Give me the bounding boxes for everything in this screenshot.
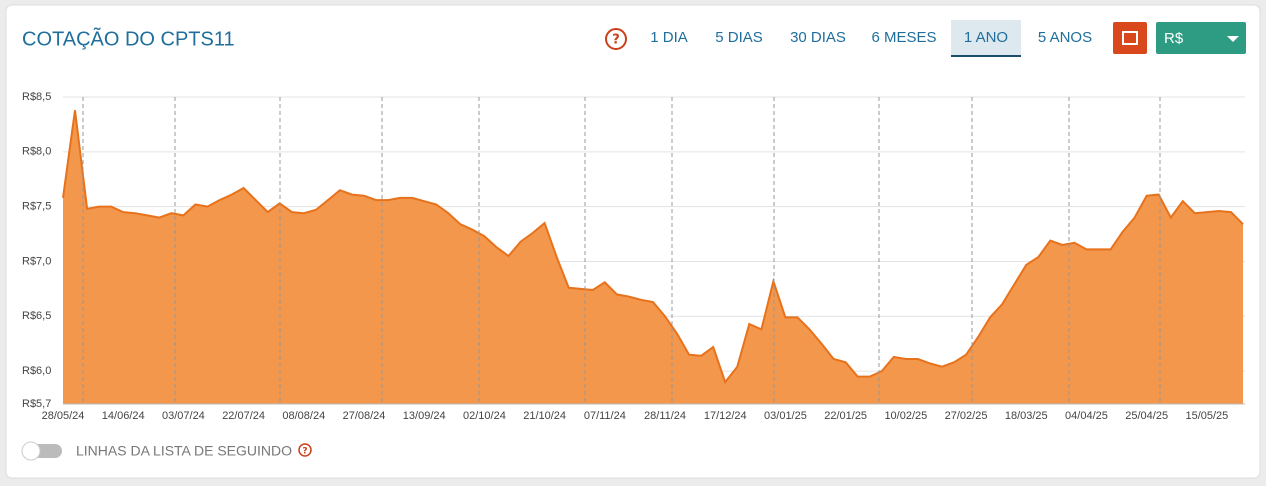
x-tick-label: 02/10/24: [463, 410, 506, 422]
toggle-help[interactable]: [298, 443, 312, 457]
help-mark: ?: [612, 33, 620, 48]
y-tick-label: R$8,0: [22, 146, 51, 158]
x-tick-label: 25/04/25: [1125, 410, 1168, 422]
area: [63, 110, 1243, 404]
line: [62, 110, 1244, 385]
y-tick-label: R$6,0: [22, 365, 51, 377]
x-tick-label: 15/05/25: [1185, 410, 1228, 422]
x-tick-label: 07/11/24: [584, 410, 626, 422]
currency-value: R$: [1164, 30, 1184, 47]
x-tick-label: 22/07/24: [222, 410, 265, 422]
x-tick-label: 04/04/25: [1065, 410, 1108, 422]
period-button[interactable]: 6 MESES: [871, 29, 936, 46]
y-tick-label: R$7,5: [22, 201, 51, 213]
toggle-label: LINHAS DA LISTA DE SEGUINDO: [76, 443, 292, 459]
y-tick-label: R$6,5: [22, 310, 51, 322]
month-dividers: [82, 97, 1161, 404]
help-icon[interactable]: [605, 28, 627, 50]
x-tick-label: 14/06/24: [102, 410, 145, 422]
plot: R$5,7 R$6,0 R$6,5 R$7,0 R$7,5 R$8,0 R$8,5 28/05…: [22, 91, 1245, 422]
period-button[interactable]: 1 ANO: [964, 29, 1008, 46]
x-tick-label: 08/08/24: [282, 410, 325, 422]
period-button[interactable]: 1 DIA: [650, 29, 688, 46]
calendar-button[interactable]: [1113, 22, 1147, 54]
x-tick-label: 27/02/25: [945, 410, 988, 422]
period-selected-bg[interactable]: [951, 20, 1021, 56]
y-tick-label: R$8,5: [22, 91, 51, 103]
toggle-help-mark: ?: [302, 447, 307, 457]
period-button[interactable]: 5 DIAS: [715, 29, 763, 46]
y-tick-label: R$7,0: [22, 255, 51, 267]
period-button[interactable]: 5 ANOS: [1038, 29, 1092, 46]
x-tick-label: 28/11/24: [644, 410, 686, 422]
x-tick-label: 13/09/24: [403, 410, 446, 422]
x-tick-label: 28/05/24: [42, 410, 85, 422]
x-tick-label: 17/12/24: [704, 410, 747, 422]
x-tick-label: 18/03/25: [1005, 410, 1048, 422]
y-tick-label: R$5,7: [22, 398, 51, 410]
currency-select[interactable]: [1156, 22, 1246, 54]
select-arrow: [1227, 36, 1239, 42]
x-tick-label: 27/08/24: [343, 410, 386, 422]
x-tick-label: 22/01/25: [824, 410, 867, 422]
x-tick-label: 03/07/24: [162, 410, 205, 422]
toggle-knob: [21, 441, 41, 461]
period-buttons: 1 DIA 5 DIAS 30 DIAS 6 MESES 1 ANO 5 ANOS: [650, 20, 1092, 57]
x-tick-label: 03/01/25: [764, 410, 807, 422]
calendar-icon: [1122, 31, 1138, 45]
title: COTAÇÃO DO CPTS11: [22, 26, 235, 50]
x-tick-label: 10/02/25: [884, 410, 927, 422]
period-button[interactable]: 30 DIAS: [790, 29, 846, 46]
x-tick-label: 21/10/24: [523, 410, 566, 422]
